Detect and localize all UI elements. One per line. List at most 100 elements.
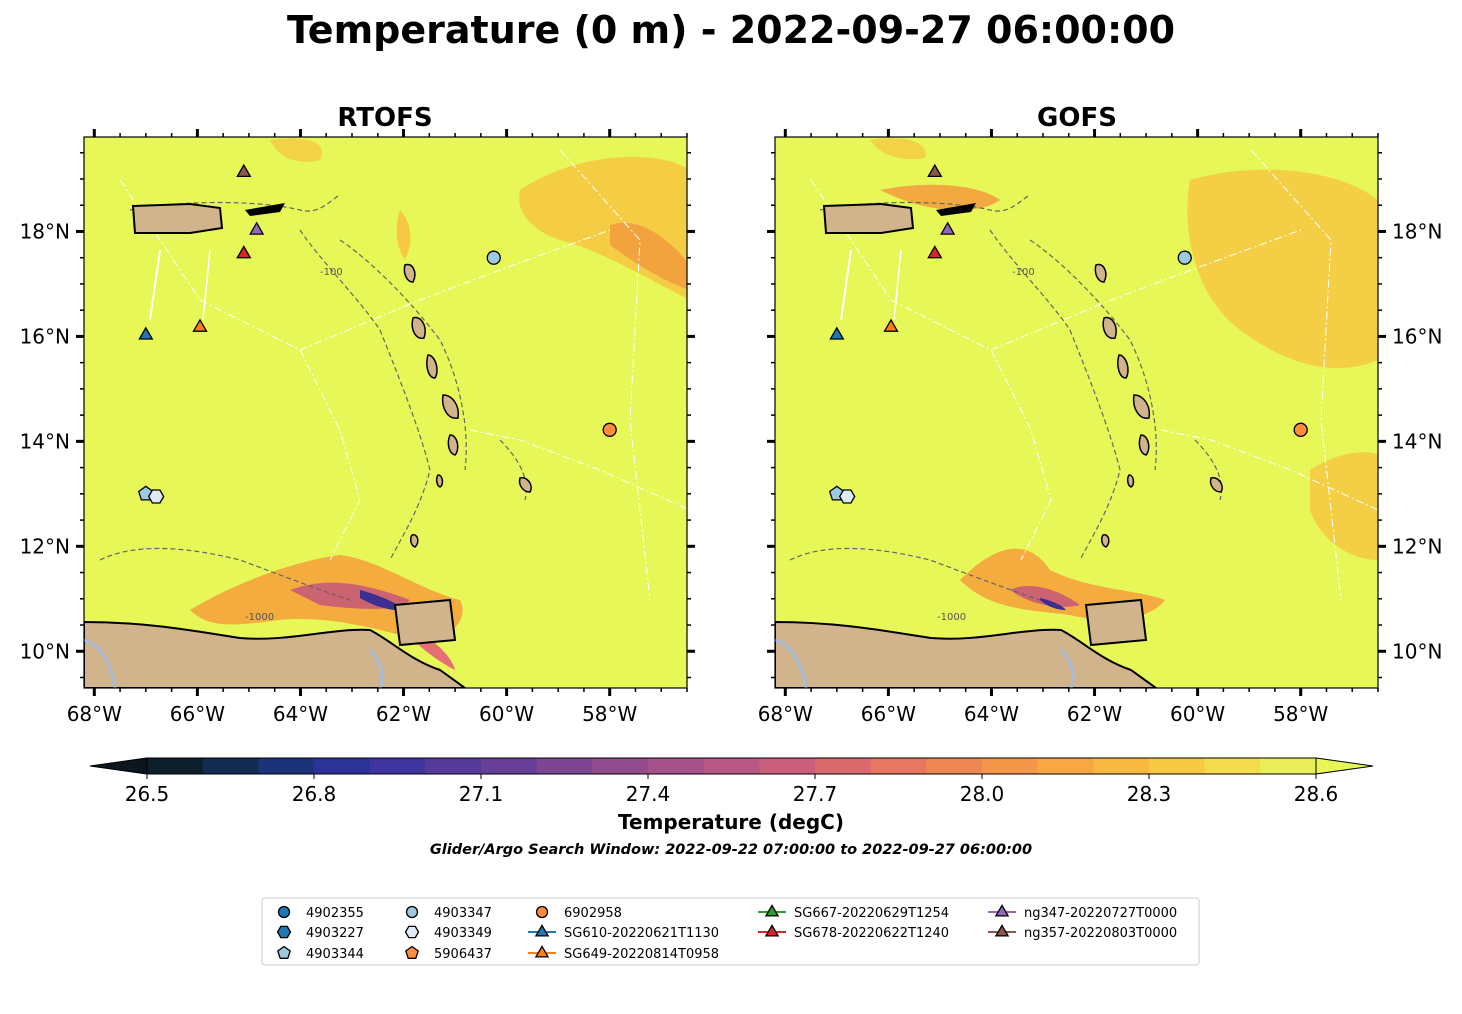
map-ticks: 68°W 66°W 64°W 62°W 60°W 58°W 10°N 12°N 14°N 16°N… bbox=[20, 129, 695, 726]
panel-title-gofs: GOFS bbox=[1037, 103, 1117, 133]
lat-tick-label: 14°N bbox=[20, 429, 70, 453]
legend-marker-triangle bbox=[534, 924, 550, 937]
colorbar-band bbox=[648, 758, 705, 774]
legend-item: 4903227 bbox=[276, 925, 364, 941]
observation-marker-triangle bbox=[236, 163, 252, 178]
glider-track bbox=[840, 249, 852, 321]
main-title: Temperature (0 m) - 2022-09-27 06:00:00 bbox=[287, 8, 1175, 52]
land-virgin-islands bbox=[245, 203, 285, 216]
land-venezuela bbox=[84, 620, 467, 688]
lat-tick-label: 18°N bbox=[20, 219, 70, 243]
eez-boundary bbox=[990, 349, 1052, 561]
observation-marker-triangle bbox=[236, 245, 252, 259]
legend-marker-circle bbox=[277, 905, 291, 919]
map-panel-rtofs[interactable]: RTOFS -100 -1000 bbox=[20, 103, 695, 726]
land-st-lucia bbox=[1138, 434, 1150, 456]
observation-marker-triangle bbox=[927, 245, 943, 259]
observation-marker-hexagon bbox=[147, 489, 165, 504]
warm-sst-patch-se bbox=[1310, 452, 1378, 560]
colorbar-band bbox=[1260, 758, 1317, 774]
colorbar-tick-label: 26.8 bbox=[292, 782, 337, 806]
isobath-contour bbox=[789, 547, 1041, 601]
lat-tick-label: 16°N bbox=[20, 324, 70, 348]
lat-tick-label: 12°N bbox=[1392, 534, 1442, 558]
land-st-vincent bbox=[435, 474, 444, 488]
colorbar-band bbox=[815, 758, 872, 774]
land-dominica bbox=[426, 354, 438, 379]
glider-track bbox=[202, 249, 211, 321]
colorbar-frame bbox=[146, 757, 1317, 775]
colorbar-band bbox=[592, 758, 649, 774]
map-frame bbox=[83, 136, 688, 689]
map-canvas-gofs: -100 -1000 bbox=[775, 137, 1378, 688]
land-trinidad bbox=[1084, 598, 1148, 647]
colorbar-tick-label: 27.4 bbox=[626, 782, 671, 806]
colorbar-extend-low bbox=[89, 757, 148, 775]
eez-boundary bbox=[810, 179, 1302, 351]
legend-item: ng347-20220727T0000 bbox=[988, 904, 1177, 921]
land-guadeloupe bbox=[1102, 316, 1117, 339]
legend-label: SG610-20220621T1130 bbox=[564, 926, 719, 941]
river bbox=[1059, 648, 1075, 688]
legend-item: 4903349 bbox=[404, 925, 492, 941]
lon-tick-label: 66°W bbox=[170, 702, 225, 726]
legend-label: 4903347 bbox=[434, 906, 492, 921]
legend-marker-triangle bbox=[764, 904, 780, 917]
legend-label: ng357-20220803T0000 bbox=[1024, 926, 1177, 941]
land-st-vincent bbox=[1126, 474, 1135, 488]
land-puerto-rico bbox=[822, 202, 915, 234]
map-panel-gofs[interactable]: GOFS -100 -1000 bbox=[758, 103, 1443, 726]
land-grenada bbox=[410, 534, 419, 548]
legend-label: SG649-20220814T0958 bbox=[564, 947, 719, 962]
river bbox=[84, 638, 117, 688]
cool-sst-band bbox=[1010, 585, 1080, 607]
colorbar-band bbox=[1204, 758, 1261, 774]
observation-marker-triangle bbox=[249, 221, 265, 235]
lon-tick-label: 64°W bbox=[273, 702, 328, 726]
observation-marker-circle bbox=[1293, 422, 1308, 437]
lat-tick-label: 12°N bbox=[20, 534, 70, 558]
cold-sst-core bbox=[360, 590, 405, 611]
colorbar-tick-label: 28.6 bbox=[1294, 782, 1339, 806]
lon-tick-label: 62°W bbox=[1067, 702, 1122, 726]
legend-item: SG667-20220629T1254 bbox=[758, 904, 949, 921]
land-venezuela bbox=[775, 620, 1158, 688]
colorbar: 26.5 26.8 27.1 27.4 27.7 28.0 28.3 28.6 Tempera… bbox=[89, 757, 1374, 834]
lat-tick-label: 14°N bbox=[1392, 429, 1442, 453]
land-virgin-islands bbox=[936, 203, 976, 216]
colorbar-band bbox=[258, 758, 315, 774]
contour-label: -1000 bbox=[937, 612, 966, 623]
map-ticks: 68°W 66°W 64°W 62°W 60°W 58°W 10°N 12°N 14°N 16°N… bbox=[758, 129, 1442, 726]
legend-item: 4903344 bbox=[277, 945, 364, 962]
lat-tick-label: 18°N bbox=[1392, 219, 1442, 243]
observation-marker-circle bbox=[1177, 250, 1192, 265]
land-island bbox=[403, 263, 416, 283]
observation-marker-hexagon bbox=[838, 489, 856, 504]
colorbar-tick-label: 27.7 bbox=[793, 782, 838, 806]
lon-tick-label: 64°W bbox=[964, 702, 1019, 726]
eez-boundary bbox=[559, 149, 651, 601]
legend-label: SG678-20220622T1240 bbox=[794, 926, 949, 941]
colorbar-tick-label: 28.0 bbox=[960, 782, 1005, 806]
colorbar-band bbox=[536, 758, 593, 774]
colorbar-ticks: 26.5 26.8 27.1 27.4 27.7 28.0 28.3 28.6 bbox=[125, 774, 1339, 806]
isobath-contour bbox=[99, 547, 351, 601]
observation-marker-circle bbox=[602, 422, 617, 437]
lon-tick-label: 68°W bbox=[67, 702, 122, 726]
legend-label: 6902958 bbox=[564, 906, 622, 921]
lon-tick-label: 66°W bbox=[861, 702, 916, 726]
land-trinidad bbox=[393, 598, 457, 647]
colorbar-band bbox=[870, 758, 927, 774]
colorbar-band bbox=[369, 758, 426, 774]
legend-marker-circle bbox=[405, 905, 419, 919]
eez-boundary bbox=[1250, 149, 1342, 601]
legend-label: 4902355 bbox=[306, 906, 364, 921]
lon-tick-label: 58°W bbox=[582, 702, 637, 726]
observation-marker-triangle bbox=[883, 318, 899, 332]
warm-sst-patch-islands bbox=[396, 210, 411, 260]
legend-marker-hexagon bbox=[276, 925, 292, 939]
legend-marker-triangle bbox=[994, 904, 1010, 917]
colorbar-tick-label: 28.3 bbox=[1127, 782, 1172, 806]
lat-tick-label: 16°N bbox=[1392, 324, 1442, 348]
